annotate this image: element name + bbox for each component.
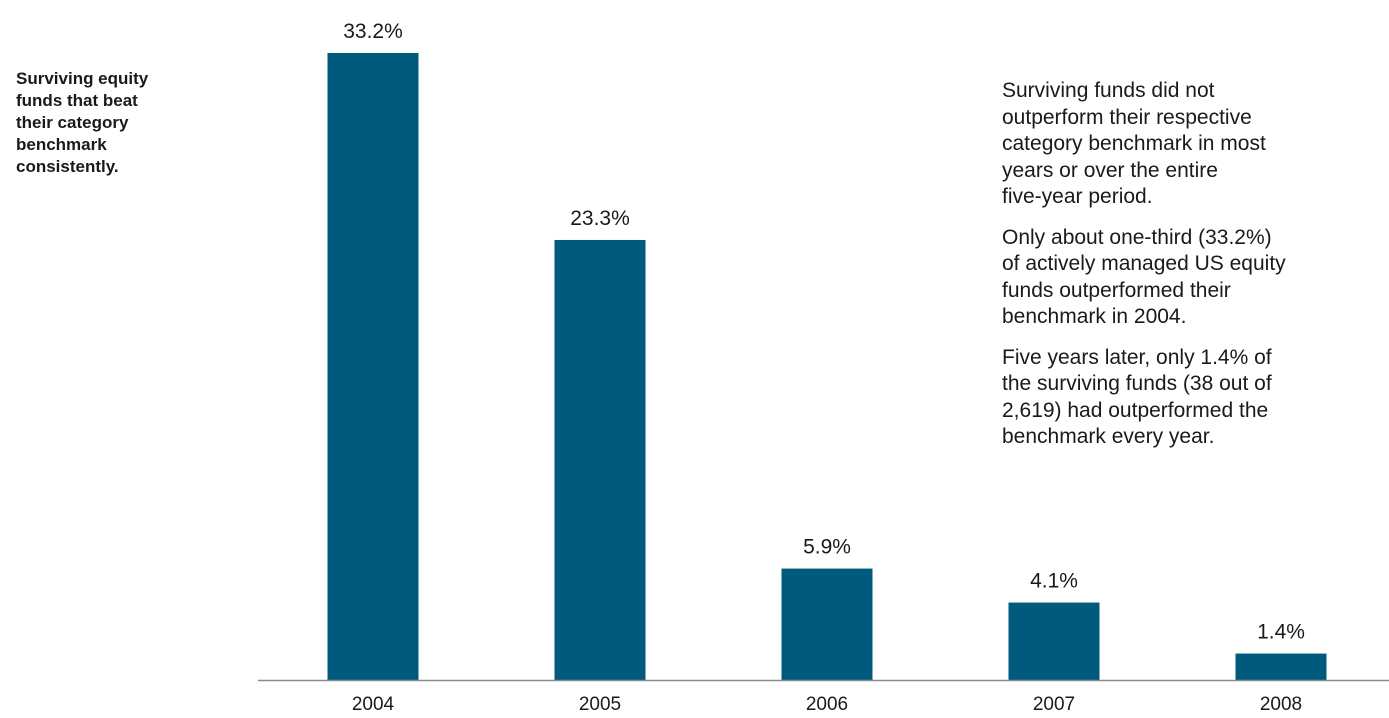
data-label-2004: 33.2% xyxy=(343,20,403,43)
bars-group xyxy=(327,53,1327,681)
annotation-notes: Surviving funds did not outperform their… xyxy=(1002,78,1382,465)
x-tick-label-2005: 2005 xyxy=(579,694,621,715)
bar-2006 xyxy=(781,568,873,680)
data-label-2006: 5.9% xyxy=(803,536,851,559)
data-label-2007: 4.1% xyxy=(1030,570,1078,593)
note-paragraph-3: Five years later, only 1.4% of the survi… xyxy=(1002,345,1272,449)
note-paragraph-2: Only about one-third (33.2%) of actively… xyxy=(1002,225,1286,329)
data-label-2008: 1.4% xyxy=(1257,621,1305,644)
bar-2005 xyxy=(554,239,646,681)
x-tick-label-2007: 2007 xyxy=(1033,694,1075,715)
labels-group: 33.2% 2004 23.3% 2005 5.9% 2006 4.1% 2007 1.4% 20… xyxy=(343,20,1305,715)
bar-2008 xyxy=(1235,653,1327,680)
note-paragraph-1: Surviving funds did not outperform their… xyxy=(1002,79,1266,208)
x-tick-label-2004: 2004 xyxy=(352,694,395,715)
chart-side-title: Surviving equity funds that beat their c… xyxy=(16,69,149,176)
x-tick-label-2008: 2008 xyxy=(1260,694,1302,715)
bar-2004 xyxy=(327,53,419,680)
data-label-2005: 23.3% xyxy=(570,207,630,230)
x-tick-label-2006: 2006 xyxy=(806,694,848,715)
bar-2007 xyxy=(1008,602,1100,680)
